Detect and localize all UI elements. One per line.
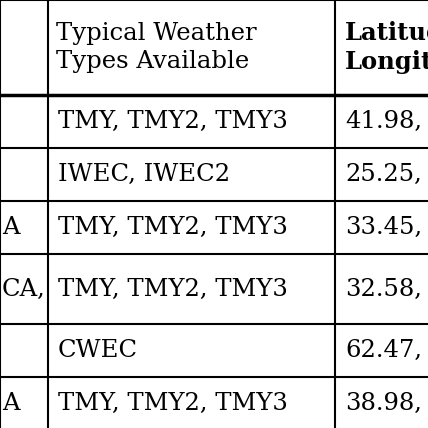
Text: Typical Weather
Types Available: Typical Weather Types Available <box>56 22 257 73</box>
Text: IWEC, IWEC2: IWEC, IWEC2 <box>58 163 230 186</box>
Text: 25.25,: 25.25, <box>345 163 422 186</box>
Text: 33.45,: 33.45, <box>345 216 422 239</box>
Text: Latitud
Longitu: Latitud Longitu <box>345 21 428 74</box>
Text: 38.98,: 38.98, <box>345 392 422 415</box>
Text: TMY, TMY2, TMY3: TMY, TMY2, TMY3 <box>58 216 288 239</box>
Text: CWEC: CWEC <box>58 339 138 362</box>
Text: A: A <box>2 392 20 415</box>
Text: TMY, TMY2, TMY3: TMY, TMY2, TMY3 <box>58 277 288 300</box>
Text: 62.47,: 62.47, <box>345 339 422 362</box>
Text: A: A <box>2 216 20 239</box>
Text: 32.58,: 32.58, <box>345 277 422 300</box>
Text: CA,: CA, <box>2 277 46 300</box>
Text: TMY, TMY2, TMY3: TMY, TMY2, TMY3 <box>58 110 288 133</box>
Text: TMY, TMY2, TMY3: TMY, TMY2, TMY3 <box>58 392 288 415</box>
Text: 41.98,: 41.98, <box>345 110 422 133</box>
